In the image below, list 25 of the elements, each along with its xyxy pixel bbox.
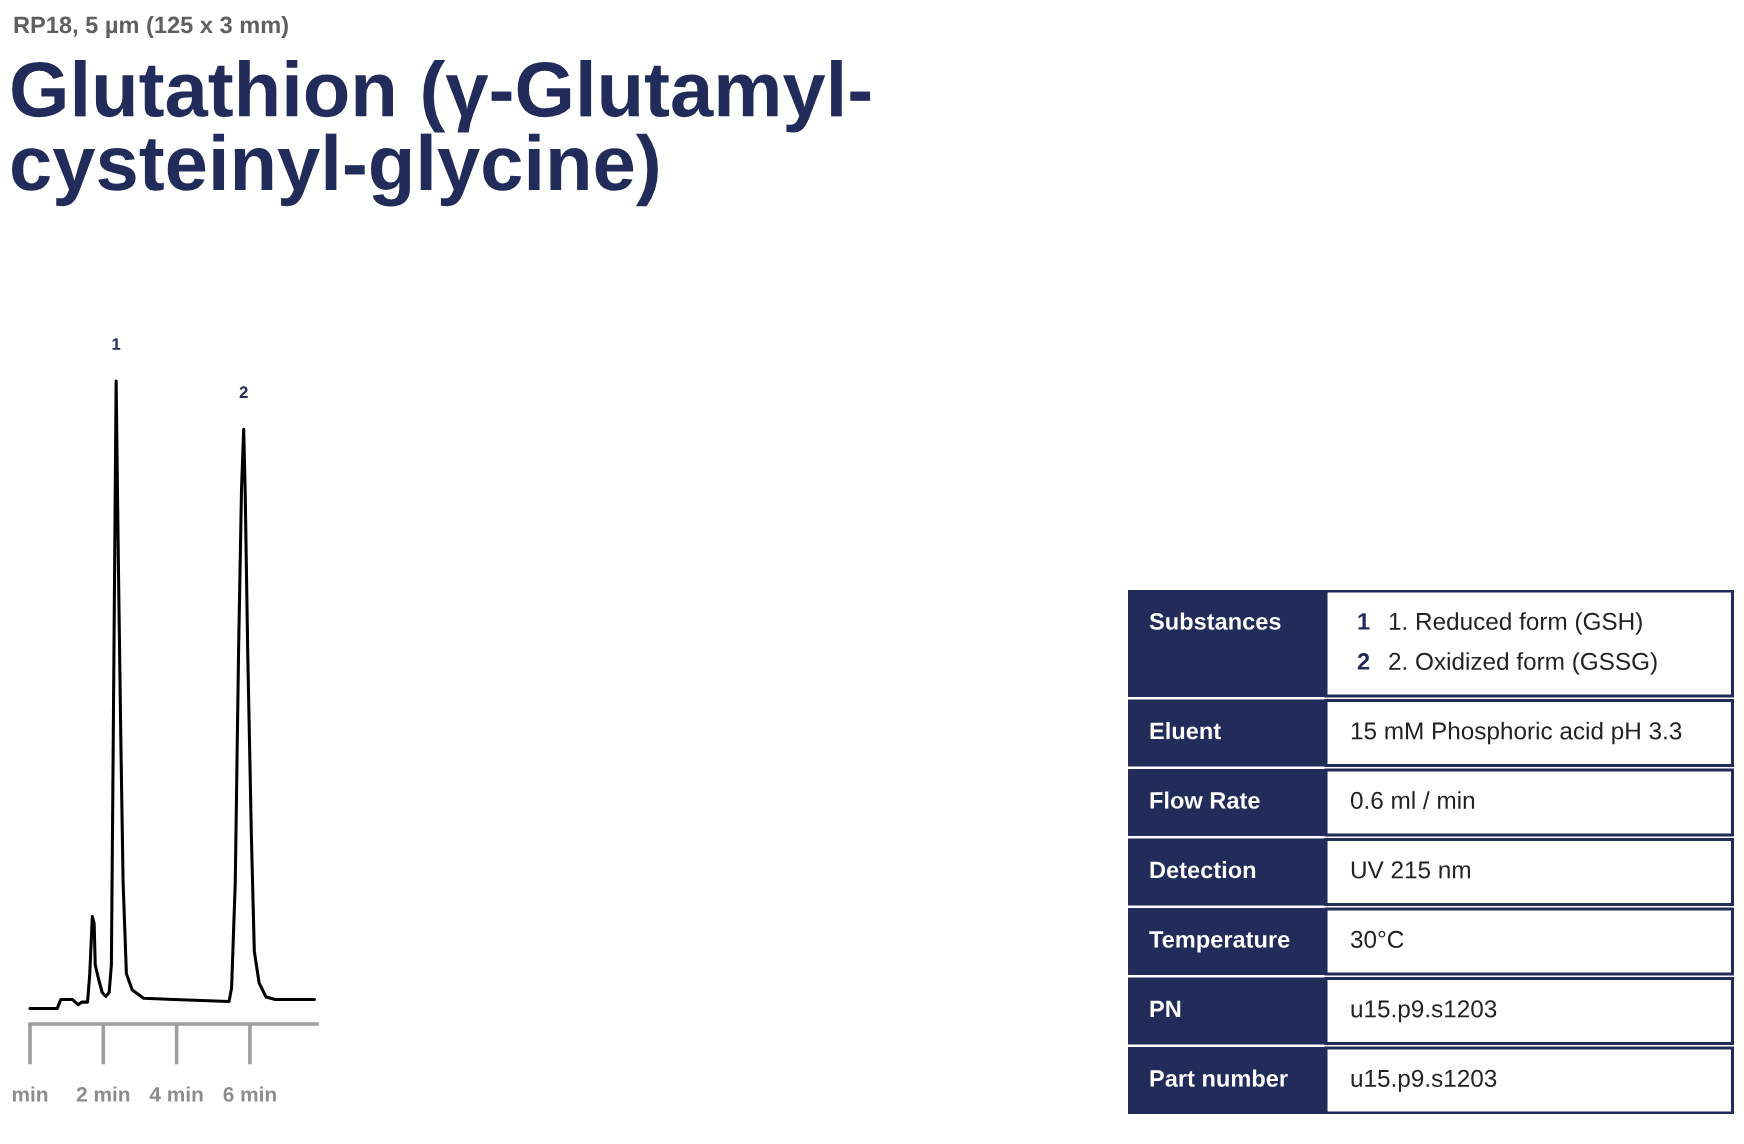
x-tick-label: 2 min xyxy=(76,1086,130,1102)
text: 30°C xyxy=(1350,930,1404,949)
category-label: Flow Rate xyxy=(1150,791,1260,809)
chart-subtitle: RP18, 5 µm (125 x 3 mm) xyxy=(14,15,288,39)
category-label: Temperature xyxy=(1149,931,1290,953)
text: 15 mM Phosphoric acid pH 3.3 xyxy=(1351,721,1682,745)
chart-title: Glutathion (γ-Glutamyl- cysteinyl-glycine) xyxy=(12,60,871,207)
category-label: Substances xyxy=(1149,612,1281,630)
category-label: Part number xyxy=(1150,1069,1288,1087)
annotation: 1 xyxy=(112,338,121,350)
x-tick-label: 6 min xyxy=(223,1086,276,1102)
text: u15.p9.s1203 xyxy=(1351,1000,1497,1023)
text: 0.6 ml / min xyxy=(1350,791,1475,810)
text: u15.p9.s1203 xyxy=(1351,1069,1497,1092)
x-tick-label: 4 min xyxy=(149,1086,203,1102)
category-label: PN xyxy=(1150,1000,1181,1018)
annotation: 2 xyxy=(239,386,248,398)
x-tick-label: min xyxy=(12,1086,48,1102)
text: 1 xyxy=(1358,613,1370,630)
text: 1. Reduced form (GSH) xyxy=(1389,612,1642,635)
text: 2 xyxy=(1357,653,1370,670)
category-label: Detection xyxy=(1150,860,1256,879)
text: 2. Oxidized form (GSSG) xyxy=(1389,652,1657,675)
category-label: Eluent xyxy=(1150,721,1221,740)
text: UV 215 nm xyxy=(1351,861,1470,879)
